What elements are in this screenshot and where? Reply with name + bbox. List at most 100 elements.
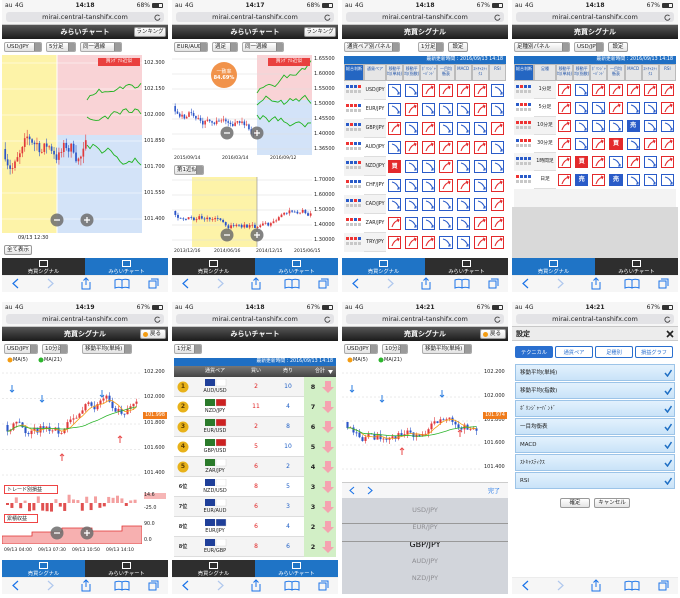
- address-field[interactable]: mirai.central-tanshifx.com: [6, 314, 164, 324]
- close-icon[interactable]: [666, 330, 674, 338]
- indicator-item[interactable]: RSI: [515, 472, 675, 489]
- settings-button[interactable]: 設定: [608, 42, 628, 52]
- indicator-item[interactable]: 移動平均(指数): [515, 382, 675, 399]
- phone-screen: au 4G 14:21 67% mirai.central-tanshifx.com 売買…: [342, 302, 508, 594]
- settings-tab[interactable]: 足種別: [595, 346, 633, 358]
- similar-pattern-line: [256, 60, 312, 94]
- dropdown[interactable]: 移動平均(単純): [82, 344, 132, 354]
- show-all-button[interactable]: 全て表示: [4, 245, 32, 255]
- signal-arrow: [575, 138, 589, 150]
- meter-cell: [528, 103, 531, 106]
- dropdown[interactable]: 第1近似: [174, 165, 204, 175]
- dropdown[interactable]: 1分足: [418, 42, 444, 52]
- dropdown[interactable]: 1分足: [174, 344, 202, 354]
- ranking-button[interactable]: ランキング: [134, 27, 166, 37]
- dropdown[interactable]: 同一週線: [242, 42, 284, 52]
- candle-body: [28, 136, 31, 140]
- picker-option[interactable]: EUR/JPY: [412, 523, 438, 531]
- arrow-icon: [426, 162, 434, 171]
- done-button[interactable]: 完了: [482, 485, 506, 495]
- back-button[interactable]: 戻る: [480, 329, 506, 339]
- candle-body: [11, 168, 14, 169]
- check-icon: [664, 459, 672, 467]
- flag: [215, 399, 227, 407]
- tab[interactable]: 売買シグナル: [342, 258, 425, 275]
- dropdown[interactable]: USD/JPY: [344, 344, 378, 354]
- indicator-name: RSI: [520, 478, 529, 484]
- currency-flags: [205, 519, 227, 527]
- dropdown[interactable]: 10分足: [382, 344, 408, 354]
- cancel-button[interactable]: キャンセル: [594, 498, 630, 508]
- tab[interactable]: みらいチャート: [425, 258, 508, 275]
- picker-option[interactable]: GBP/JPY: [409, 540, 441, 549]
- dropdown[interactable]: 5分足: [46, 42, 76, 52]
- candle-body: [43, 143, 46, 152]
- indicator-item[interactable]: 移動平均(単純): [515, 364, 675, 381]
- check-icon: [664, 387, 672, 395]
- dropdown[interactable]: USD/JPY: [4, 42, 42, 52]
- tab[interactable]: 売買シグナル: [2, 258, 85, 275]
- tab[interactable]: みらいチャート: [595, 258, 678, 275]
- signal-arrow: [439, 390, 445, 398]
- reload-icon: [324, 14, 331, 21]
- row-label: USD/JPY: [364, 81, 386, 100]
- arrow-icon: [425, 85, 435, 95]
- arrow-icon: [630, 85, 639, 95]
- tabs-icon: [321, 580, 329, 588]
- y-tick-label: 102.200: [144, 369, 165, 375]
- flag: [205, 379, 215, 386]
- rank-medal: [177, 421, 189, 433]
- dropdown[interactable]: 週足: [212, 42, 238, 52]
- dropdown[interactable]: EUR/AUD: [174, 42, 208, 52]
- picker-option[interactable]: USD/JPY: [412, 506, 438, 514]
- meter-cell: [528, 157, 531, 160]
- dropdown[interactable]: USD/JPY: [4, 344, 38, 354]
- indicator-item[interactable]: ｽﾄｷｬｽﾃｨｸｽ: [515, 454, 675, 471]
- dropdown[interactable]: 同一週線: [80, 42, 122, 52]
- candle-body: [238, 121, 241, 123]
- address-field[interactable]: mirai.central-tanshifx.com: [6, 12, 164, 22]
- dropdown[interactable]: 通貨ペア別パネル: [344, 42, 400, 52]
- dropdown[interactable]: 10分足: [42, 344, 68, 354]
- dropdown[interactable]: 移動平均(単純): [422, 344, 472, 354]
- address-field[interactable]: mirai.central-tanshifx.com: [176, 314, 334, 324]
- tab[interactable]: 売買シグナル: [512, 258, 595, 275]
- tab[interactable]: みらいチャート: [255, 258, 338, 275]
- indicator-item[interactable]: 一目均衡表: [515, 418, 675, 435]
- tab[interactable]: みらいチャート: [85, 258, 168, 275]
- sell-count: 10: [284, 443, 292, 450]
- x-tick-label: 2013/12/16: [174, 249, 201, 254]
- address-field[interactable]: mirai.central-tanshifx.com: [346, 314, 504, 324]
- tab[interactable]: 売買シグナル: [172, 560, 255, 577]
- signal-arrow: [609, 156, 623, 168]
- dropdown[interactable]: USD/JPY: [574, 42, 604, 52]
- back-button[interactable]: 戻る: [140, 329, 166, 339]
- address-field[interactable]: mirai.central-tanshifx.com: [516, 314, 674, 324]
- overall-meter: [514, 135, 534, 153]
- dropdown[interactable]: 足種別パネル: [514, 42, 570, 52]
- settings-tab[interactable]: 損益グラフ: [635, 346, 673, 358]
- tab[interactable]: みらいチャート: [85, 560, 168, 577]
- indicator-item[interactable]: ﾎﾞﾘﾝｼﾞｬｰﾊﾞﾝﾄﾞ: [515, 400, 675, 417]
- y-tick-label: 102.000: [484, 392, 505, 399]
- address-field[interactable]: mirai.central-tanshifx.com: [346, 12, 504, 22]
- buy-count: 8: [254, 543, 258, 550]
- candle-body: [219, 218, 222, 220]
- picker-option[interactable]: NZD/JPY: [411, 574, 439, 582]
- arrow-icon: [443, 200, 451, 209]
- indicator-item[interactable]: MACD: [515, 436, 675, 453]
- rank: 4: [180, 443, 186, 450]
- settings-button[interactable]: 設定: [448, 42, 468, 52]
- ranking-button[interactable]: ランキング: [304, 27, 336, 37]
- address-field[interactable]: mirai.central-tanshifx.com: [176, 12, 334, 22]
- tab[interactable]: みらいチャート: [255, 560, 338, 577]
- confirm-button[interactable]: 確定: [560, 498, 590, 508]
- address-field[interactable]: mirai.central-tanshifx.com: [516, 12, 674, 22]
- status-bar: au 4G 14:21 67%: [342, 302, 508, 312]
- settings-tab[interactable]: 通貨ペア: [555, 346, 593, 358]
- tab[interactable]: 売買シグナル: [2, 560, 85, 577]
- picker-option[interactable]: AUD/JPY: [411, 557, 439, 565]
- settings-tab[interactable]: テクニカル: [515, 346, 553, 358]
- tab[interactable]: 売買シグナル: [172, 258, 255, 275]
